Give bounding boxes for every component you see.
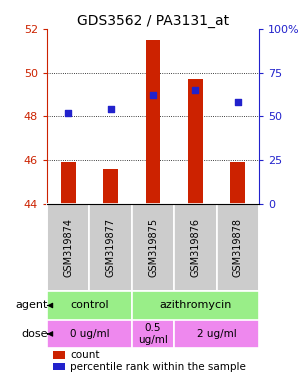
Bar (145, 40, 161, 204)
Text: count: count (70, 350, 100, 360)
Bar (53, 363, 65, 371)
Bar (174, 204, 217, 291)
Bar (103, 169, 118, 204)
Bar (174, 320, 259, 348)
Bar (217, 204, 259, 291)
Bar (47, 204, 89, 291)
Text: dose: dose (21, 329, 48, 339)
Text: percentile rank within the sample: percentile rank within the sample (70, 362, 246, 372)
Text: GSM319878: GSM319878 (233, 218, 243, 277)
Text: GSM319876: GSM319876 (190, 218, 201, 277)
Bar (132, 204, 174, 291)
Text: azithromycin: azithromycin (159, 301, 231, 311)
Bar (231, 162, 245, 204)
Text: 0 ug/ml: 0 ug/ml (70, 329, 109, 339)
Text: GSM319875: GSM319875 (148, 218, 158, 277)
Bar (132, 320, 174, 348)
Bar (53, 351, 65, 359)
Point (151, 92, 155, 98)
Text: GSM319874: GSM319874 (63, 218, 73, 277)
Bar (188, 79, 203, 204)
Point (235, 99, 240, 105)
Bar (61, 162, 76, 204)
Bar (89, 204, 132, 291)
Bar (47, 320, 132, 348)
Point (193, 87, 198, 93)
Text: agent: agent (15, 301, 48, 311)
Point (66, 110, 71, 116)
Text: 0.5
ug/ml: 0.5 ug/ml (138, 323, 168, 345)
Point (108, 106, 113, 113)
Title: GDS3562 / PA3131_at: GDS3562 / PA3131_at (77, 14, 229, 28)
Bar (132, 291, 259, 320)
Text: 2 ug/ml: 2 ug/ml (197, 329, 237, 339)
Bar (47, 291, 132, 320)
Text: GSM319877: GSM319877 (105, 218, 116, 277)
Text: control: control (70, 301, 109, 311)
